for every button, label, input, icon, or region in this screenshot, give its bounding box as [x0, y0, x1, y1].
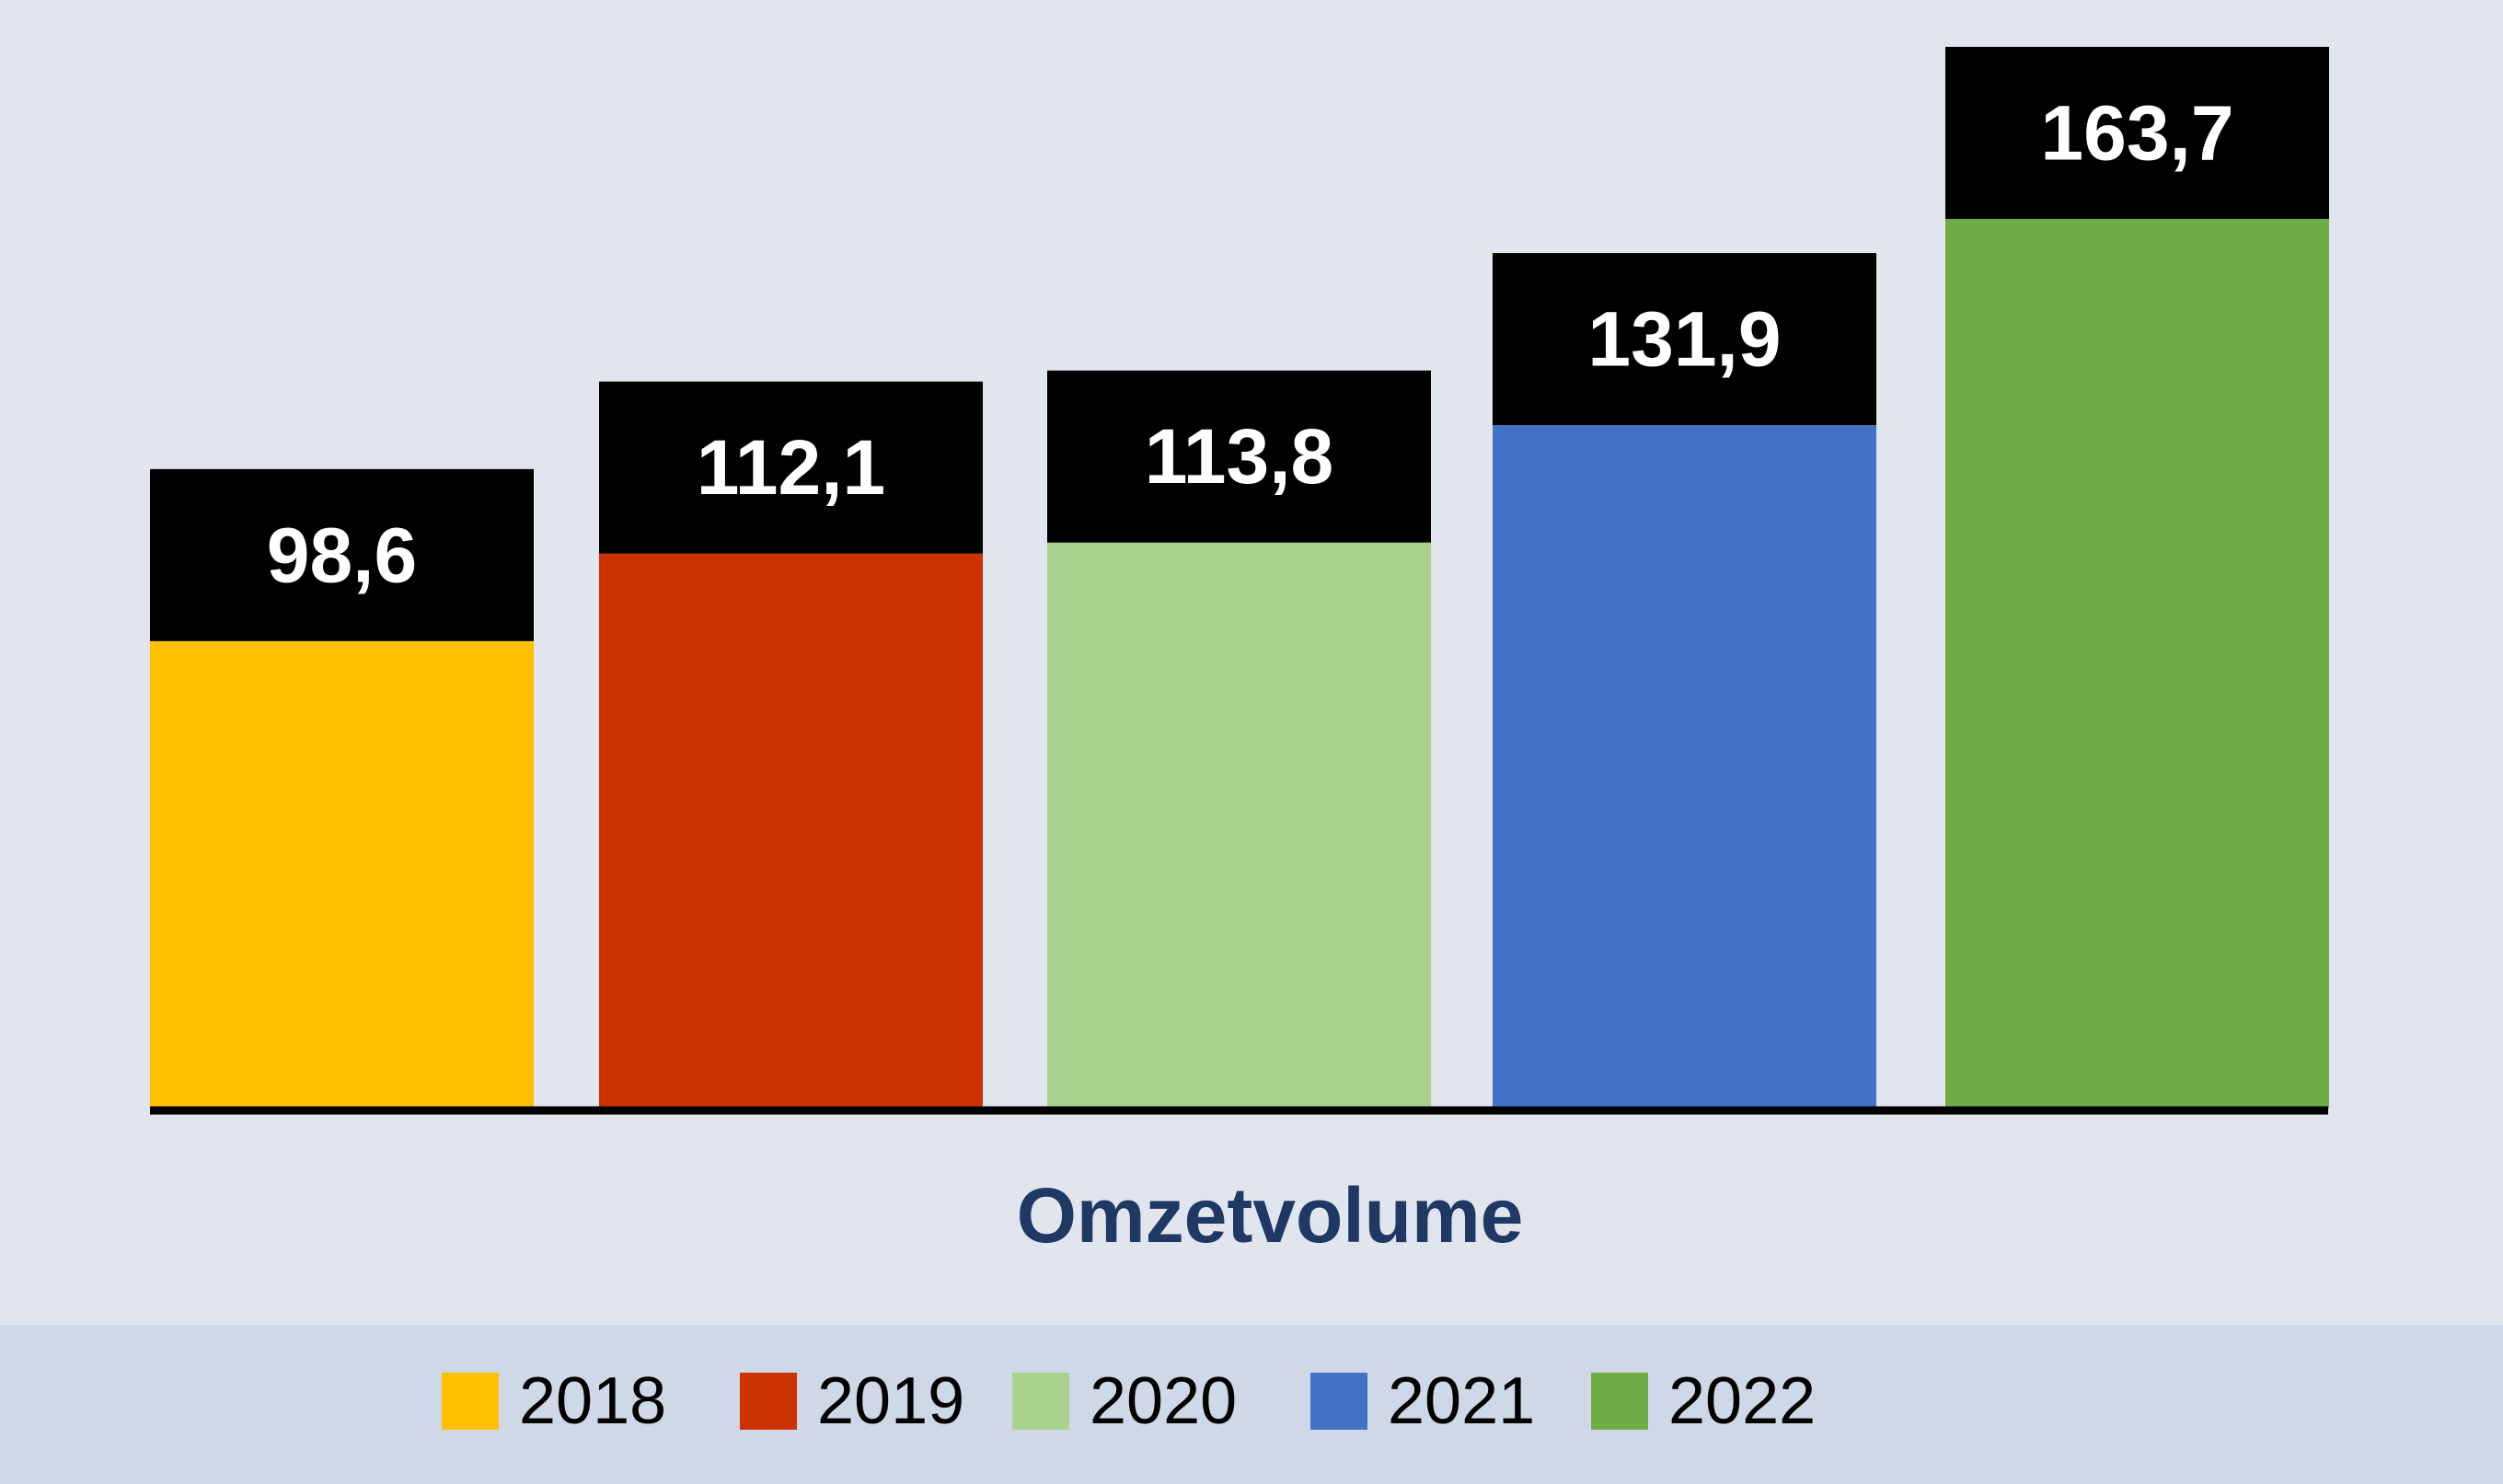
data-label-box-2019 [599, 381, 983, 554]
legend-swatch-2020 [1012, 1373, 1069, 1430]
bar-2022 [1945, 218, 2329, 1110]
data-label-2018: 98,6 [267, 512, 418, 598]
bar-group-2022: 163,7 [1945, 46, 2329, 1110]
category-label: Omzetvolume [1017, 1172, 1524, 1259]
legend-swatch-2022 [1591, 1373, 1648, 1430]
bars-layer: 98,6 112,1 113,8 131,9 163,7 [150, 46, 2329, 1110]
bar-group-2018: 98,6 [150, 468, 534, 1109]
bar-group-2019: 112,1 [599, 381, 983, 1109]
legend-background [0, 1325, 2503, 1484]
bar-2021 [1493, 425, 1876, 1110]
bar-2018 [150, 640, 534, 1109]
bar-group-2021: 131,9 [1493, 253, 1876, 1110]
data-label-box-2020 [1047, 370, 1431, 543]
data-label-2019: 112,1 [697, 424, 886, 511]
data-label-box-2022 [1945, 46, 2329, 219]
data-label-box-2018 [150, 468, 534, 641]
data-label-2021: 131,9 [1587, 296, 1781, 383]
legend-label-2019: 2019 [817, 1364, 964, 1438]
legend-swatch-2019 [740, 1373, 797, 1430]
legend-label-2018: 2018 [519, 1364, 666, 1438]
legend: 2018 2019 2020 2021 2022 [442, 1364, 1816, 1438]
data-label-2022: 163,7 [2040, 89, 2233, 176]
data-label-box-2021 [1493, 253, 1876, 426]
legend-swatch-2018 [442, 1373, 499, 1430]
legend-item-2021: 2021 [1310, 1364, 1535, 1438]
data-label-2020: 113,8 [1145, 413, 1334, 500]
bar-2019 [599, 553, 983, 1109]
legend-item-2018: 2018 [442, 1364, 666, 1438]
legend-swatch-2021 [1310, 1373, 1367, 1430]
legend-item-2020: 2020 [1012, 1364, 1237, 1438]
bar-2020 [1047, 542, 1431, 1109]
legend-label-2021: 2021 [1388, 1364, 1535, 1438]
legend-label-2022: 2022 [1668, 1364, 1816, 1438]
bar-group-2020: 113,8 [1047, 370, 1431, 1109]
legend-label-2020: 2020 [1090, 1364, 1237, 1438]
legend-item-2019: 2019 [740, 1364, 964, 1438]
legend-item-2022: 2022 [1591, 1364, 1816, 1438]
